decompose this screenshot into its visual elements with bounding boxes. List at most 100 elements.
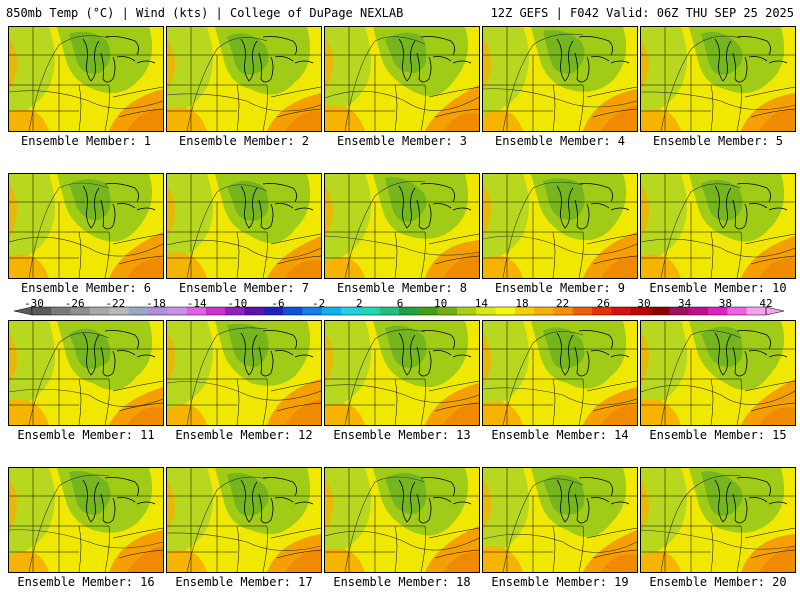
ensemble-map-7	[166, 173, 322, 279]
colorbar-tick-label: 2	[356, 297, 363, 310]
colorbar-tick-label: -14	[186, 297, 207, 310]
ensemble-map-6	[8, 173, 164, 279]
colorbar-swatch	[553, 307, 574, 315]
colorbar-swatch	[669, 307, 690, 315]
colorbar-swatch	[688, 307, 709, 315]
colorbar-swatch	[746, 307, 767, 315]
ensemble-member-label: Ensemble Member: 10	[649, 281, 787, 295]
ensemble-map-10	[640, 173, 796, 279]
colorbar-swatch	[263, 307, 284, 315]
ensemble-map-17	[166, 467, 322, 573]
ensemble-map-20	[640, 467, 796, 573]
colorbar-tick-label: -6	[271, 297, 285, 310]
ensemble-member-label: Ensemble Member: 17	[175, 575, 313, 589]
colorbar-swatch	[708, 307, 728, 315]
colorbar-tick-label: 42	[759, 297, 773, 310]
colorbar-tick-label: -30	[24, 297, 44, 310]
ensemble-member-label: Ensemble Member: 9	[494, 281, 626, 295]
colorbar-swatch	[70, 307, 91, 315]
ensemble-map-19	[482, 467, 638, 573]
ensemble-member-label: Ensemble Member: 12	[175, 428, 313, 442]
colorbar-swatch	[476, 307, 496, 315]
colorbar-swatch	[225, 307, 245, 315]
colorbar-tick-label: -10	[227, 297, 248, 310]
colorbar-swatch	[302, 307, 323, 315]
ensemble-member-label: Ensemble Member: 19	[491, 575, 629, 589]
colorbar-swatch	[341, 307, 361, 315]
colorbar-swatch	[109, 307, 129, 315]
ensemble-map-5	[640, 26, 796, 132]
ensemble-map-14	[482, 320, 638, 426]
colorbar-swatch	[437, 307, 458, 315]
chart-title: 850mb Temp (°C) | Wind (kts) | College o…	[6, 6, 404, 20]
colorbar-tick-label: -26	[64, 297, 85, 310]
colorbar-swatch	[167, 307, 187, 315]
ensemble-map-9	[482, 173, 638, 279]
colorbar-tick-label: 18	[515, 297, 529, 310]
colorbar-tick-label: -22	[105, 297, 126, 310]
colorbar-swatch	[418, 307, 438, 315]
ensemble-map-11	[8, 320, 164, 426]
colorbar-swatch	[399, 307, 419, 315]
colorbar-swatch	[572, 307, 593, 315]
colorbar-swatch	[244, 307, 265, 315]
ensemble-map-2	[166, 26, 322, 132]
ensemble-member-label: Ensemble Member: 2	[178, 134, 310, 148]
ensemble-member-label: Ensemble Member: 5	[652, 134, 784, 148]
colorbar-swatch	[205, 307, 226, 315]
ensemble-map-8	[324, 173, 480, 279]
colorbar-swatch	[283, 307, 303, 315]
colorbar-swatch	[495, 307, 516, 315]
ensemble-member-label: Ensemble Member: 11	[17, 428, 155, 442]
ensemble-member-label: Ensemble Member: 15	[649, 428, 787, 442]
colorbar-tick-label: 6	[396, 297, 404, 310]
colorbar-swatch	[360, 307, 380, 315]
colorbar-swatch	[379, 307, 400, 315]
colorbar-tick-label: 30	[637, 297, 651, 310]
colorbar-swatch	[186, 307, 207, 315]
colorbar-tick-label: 10	[434, 297, 448, 310]
colorbar-tick-label: 26	[596, 297, 610, 310]
ensemble-map-18	[324, 467, 480, 573]
ensemble-member-label: Ensemble Member: 4	[494, 134, 626, 148]
colorbar-swatch	[592, 307, 612, 315]
colorbar-swatch	[89, 307, 110, 315]
ensemble-member-label: Ensemble Member: 1	[20, 134, 152, 148]
colorbar-swatch	[727, 307, 747, 315]
colorbar-swatch	[611, 307, 632, 315]
model-run-info: 12Z GEFS | F042 Valid: 06Z THU SEP 25 20…	[490, 6, 794, 20]
ensemble-member-label: Ensemble Member: 20	[649, 575, 787, 589]
colorbar-swatch	[534, 307, 554, 315]
ensemble-member-label: Ensemble Member: 7	[178, 281, 310, 295]
colorbar-tick-label: 34	[678, 297, 692, 310]
ensemble-map-13	[324, 320, 480, 426]
colorbar-swatch	[321, 307, 342, 315]
ensemble-map-15	[640, 320, 796, 426]
ensemble-map-4	[482, 26, 638, 132]
ensemble-map-3	[324, 26, 480, 132]
ensemble-map-12	[166, 320, 322, 426]
ensemble-member-label: Ensemble Member: 14	[491, 428, 629, 442]
ensemble-member-label: Ensemble Member: 13	[333, 428, 471, 442]
ensemble-member-label: Ensemble Member: 16	[17, 575, 155, 589]
colorbar-swatch	[128, 307, 149, 315]
colorbar-swatch	[630, 307, 651, 315]
ensemble-map-16	[8, 467, 164, 573]
colorbar-tick-label: -2	[312, 297, 326, 310]
ensemble-member-label: Ensemble Member: 6	[20, 281, 152, 295]
temperature-colorbar	[13, 306, 785, 316]
colorbar-swatch	[514, 307, 535, 315]
ensemble-map-1	[8, 26, 164, 132]
colorbar-swatch	[650, 307, 670, 315]
colorbar-tick-label: 14	[474, 297, 488, 310]
colorbar-tick-label: 38	[718, 297, 732, 310]
colorbar-swatch	[147, 307, 168, 315]
ensemble-member-label: Ensemble Member: 8	[336, 281, 468, 295]
colorbar-swatch	[51, 307, 71, 315]
ensemble-member-label: Ensemble Member: 3	[336, 134, 468, 148]
colorbar-swatch	[456, 307, 477, 315]
colorbar-tick-label: 22	[556, 297, 570, 310]
ensemble-member-label: Ensemble Member: 18	[333, 575, 471, 589]
colorbar-swatch	[32, 307, 52, 315]
colorbar-tick-label: -18	[146, 297, 166, 310]
